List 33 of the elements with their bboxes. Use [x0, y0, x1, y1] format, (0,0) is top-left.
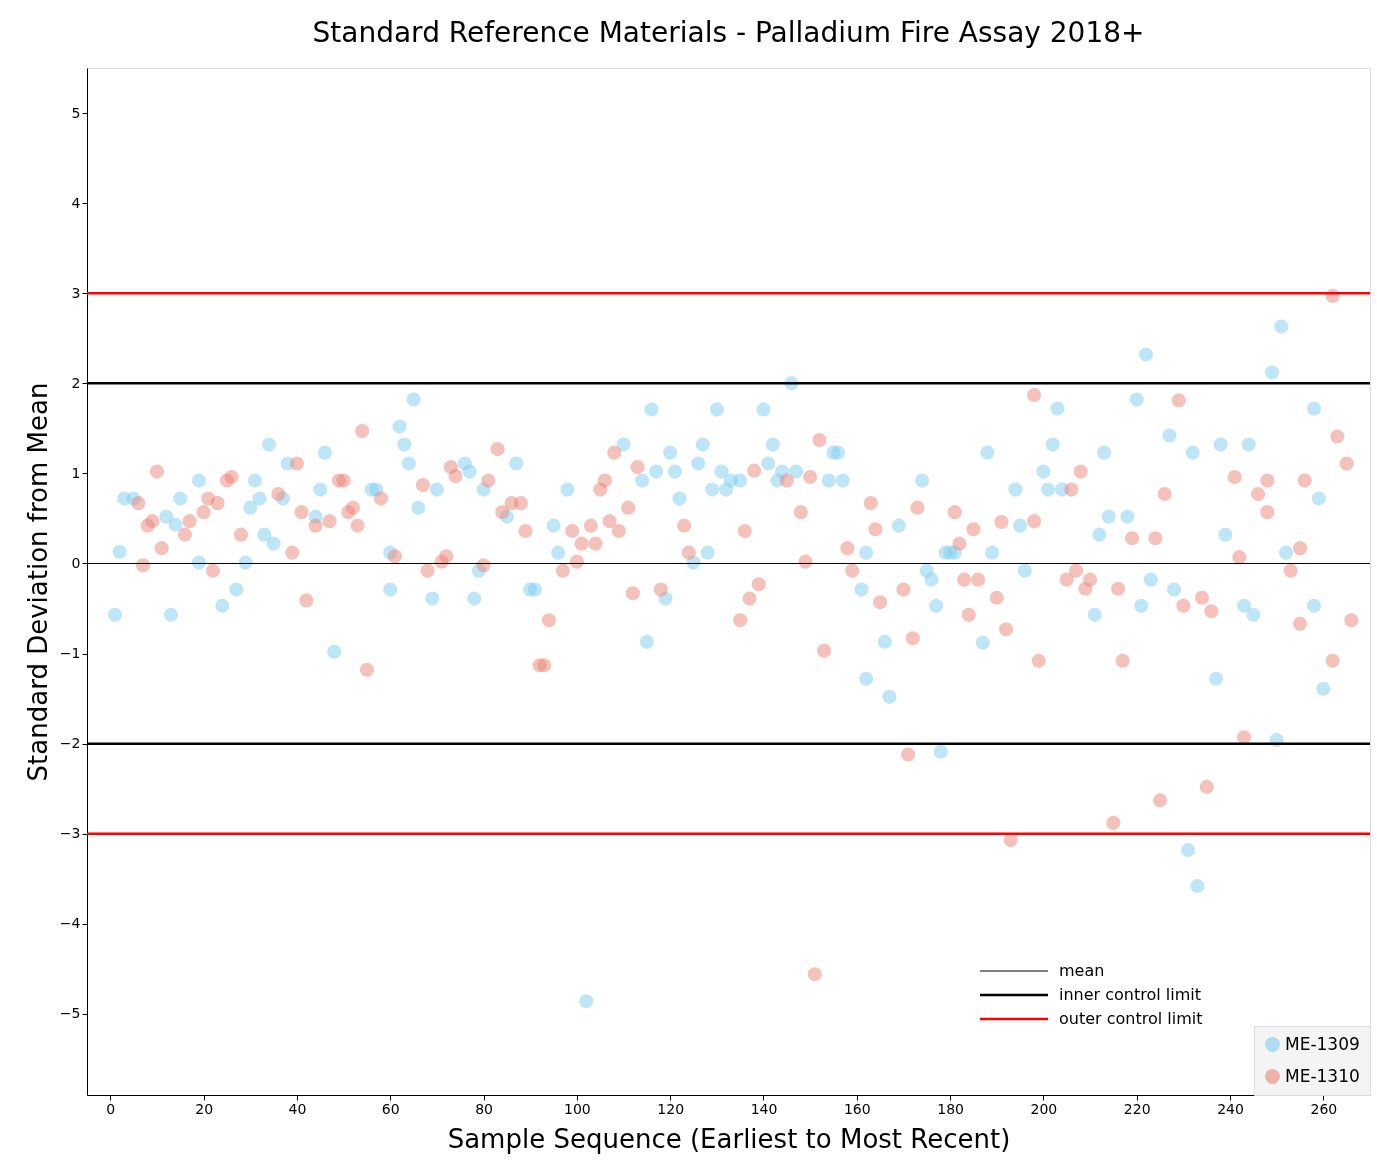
- y-tick-label: −5: [59, 1005, 81, 1022]
- x-tick-label: 20: [195, 1100, 214, 1117]
- x-tick-label: 0: [106, 1100, 116, 1117]
- y-tick-label: 0: [71, 554, 81, 571]
- legend-label: ME-1310: [1285, 1065, 1360, 1086]
- y-tick-label: 1: [71, 464, 81, 481]
- legend-label: mean: [1059, 961, 1105, 980]
- y-tick-label: 3: [71, 284, 81, 301]
- y-tick-label: −4: [59, 915, 81, 932]
- y-tick-label: −1: [59, 645, 81, 662]
- y-tick-label: −2: [59, 735, 81, 752]
- legend-label: outer control limit: [1059, 1009, 1203, 1028]
- x-tick-label: 80: [475, 1100, 493, 1117]
- x-tick-label: 200: [1030, 1100, 1058, 1117]
- y-tick-label: 4: [71, 194, 81, 211]
- y-axis-title: Standard Deviation from Mean: [22, 382, 53, 782]
- x-tick-label: 120: [657, 1100, 685, 1117]
- x-axis-title: Sample Sequence (Earliest to Most Recent): [447, 1123, 1011, 1154]
- x-tick-label: 140: [750, 1100, 778, 1117]
- x-tick-label: 180: [937, 1100, 964, 1117]
- x-tick-label: 100: [564, 1100, 591, 1117]
- x-tick-label: 160: [843, 1100, 871, 1117]
- x-tick-label: 240: [1217, 1100, 1244, 1117]
- x-tick-label: 40: [288, 1100, 307, 1117]
- legend-label: inner control limit: [1059, 985, 1201, 1004]
- y-tick-label: 5: [71, 104, 81, 121]
- legend-label: ME-1309: [1285, 1033, 1360, 1054]
- y-tick-label: 2: [71, 374, 81, 391]
- x-tick-label: 260: [1310, 1100, 1338, 1117]
- x-tick-label: 60: [381, 1100, 400, 1117]
- x-tick-label: 220: [1123, 1100, 1151, 1117]
- chart-title: Standard Reference Materials - Palladium Fire Assay 2018+: [312, 16, 1145, 49]
- y-tick-label: −3: [59, 825, 81, 842]
